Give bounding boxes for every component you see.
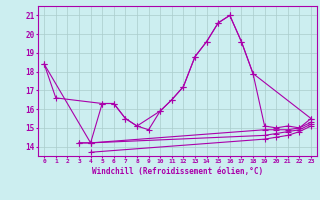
X-axis label: Windchill (Refroidissement éolien,°C): Windchill (Refroidissement éolien,°C) bbox=[92, 167, 263, 176]
